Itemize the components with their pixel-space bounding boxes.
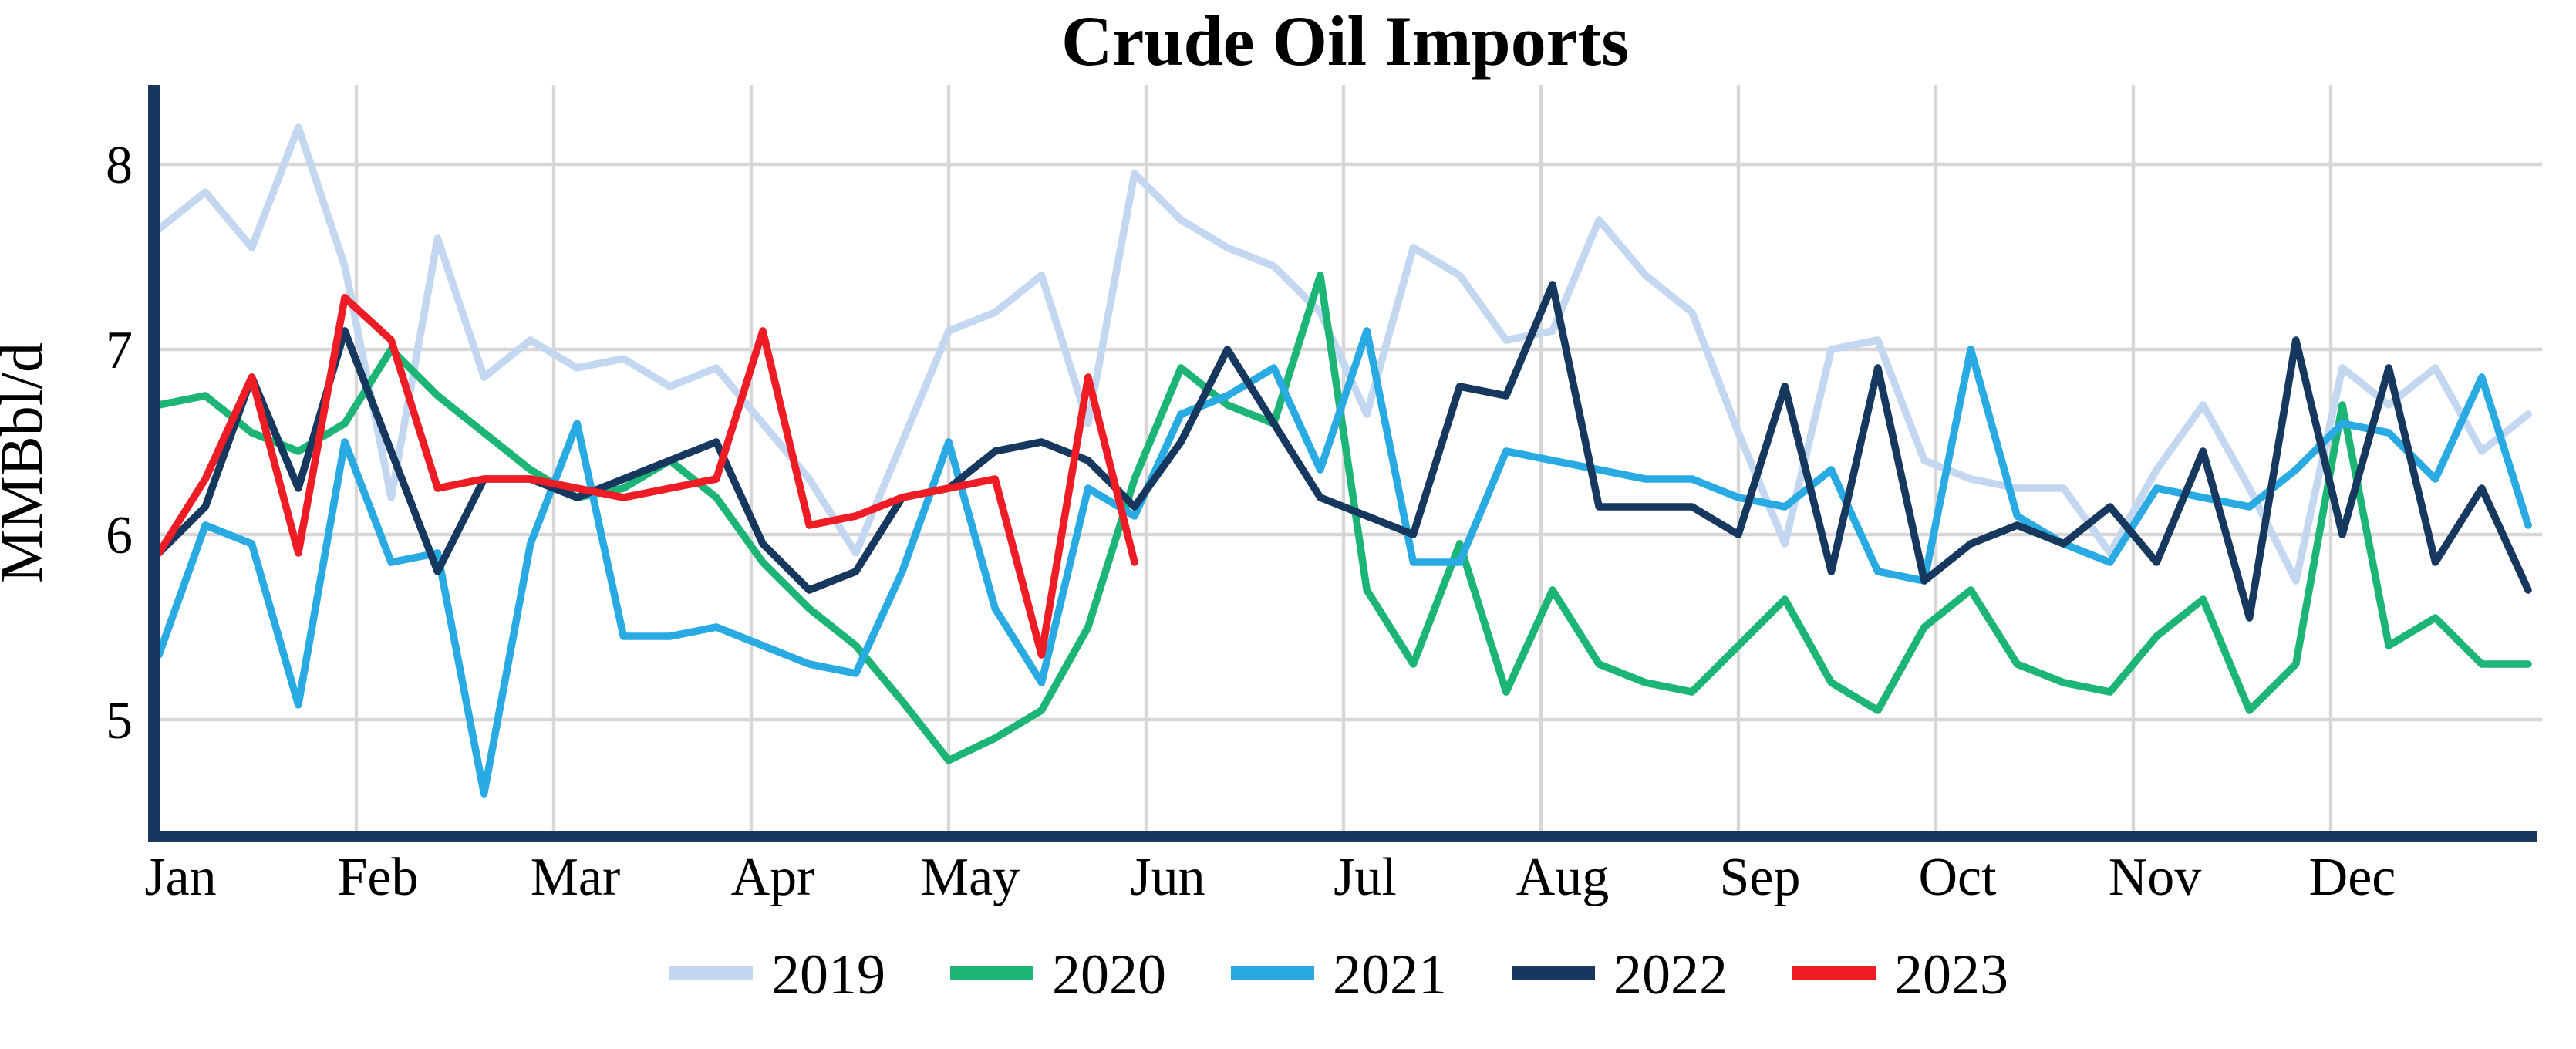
legend-label-2023: 2023: [1894, 943, 2008, 1007]
series-line-2022: [155, 281, 2532, 622]
x-tick-label-feb: Feb: [338, 848, 419, 907]
x-tick-label-jun: Jun: [1130, 848, 1205, 907]
x-tick-label-mar: Mar: [531, 848, 621, 907]
x-tick-label-oct: Oct: [1918, 848, 1997, 907]
x-tick-label-apr: Apr: [731, 848, 815, 907]
y-tick-label-8: 8: [106, 136, 133, 195]
x-tick-label-jan: Jan: [144, 848, 216, 907]
series-line-2023: [155, 293, 1138, 659]
y-tick-label-6: 6: [106, 506, 133, 565]
chart-title: Crude Oil Imports: [1061, 2, 1629, 80]
y-tick-label-7: 7: [106, 321, 133, 380]
data-series-lines: [155, 123, 2532, 798]
legend-label-2021: 2021: [1333, 943, 1447, 1007]
series-line-2019: [155, 123, 2532, 585]
x-tick-label-may: May: [921, 848, 1020, 907]
legend-label-2020: 2020: [1052, 943, 1166, 1007]
legend-label-2019: 2019: [771, 943, 885, 1007]
axis-tick-labels: 8 7 6 5 Jan Feb Mar Apr May Jun Jul Aug Sep Oct Nov Dec: [106, 136, 2396, 907]
x-tick-label-sep: Sep: [1720, 848, 1801, 907]
x-tick-label-aug: Aug: [1516, 848, 1610, 907]
legend-label-2022: 2022: [1613, 943, 1728, 1007]
legend: 2019 2020 2021 2022 2023: [669, 943, 2008, 1007]
x-tick-label-nov: Nov: [2109, 848, 2202, 907]
y-axis-label: MMBbl/d: [0, 342, 55, 583]
y-tick-label-5: 5: [106, 691, 133, 750]
axis-spines: [148, 85, 2537, 842]
x-tick-label-dec: Dec: [2309, 848, 2396, 907]
x-tick-label-jul: Jul: [1334, 848, 1397, 907]
